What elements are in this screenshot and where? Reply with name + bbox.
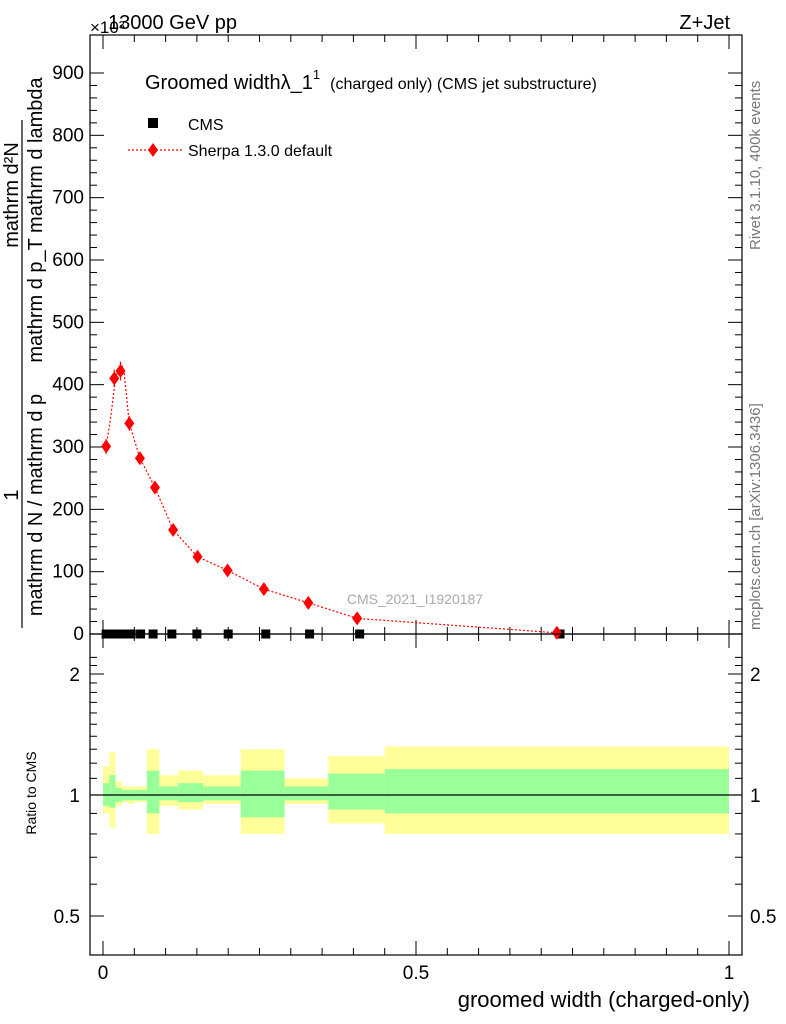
main-y-tick-label: 800 <box>52 125 84 146</box>
ratio-inner-band <box>240 770 285 818</box>
side-text-rivet: Rivet 3.1.10, 400k events <box>747 81 764 250</box>
sherpa-data-point <box>258 582 269 597</box>
x-tick-label: 0.5 <box>403 963 429 984</box>
ratio-inner-band <box>146 770 160 814</box>
x-axis-label: groomed width (charged-only) <box>458 987 750 1012</box>
ratio-y-tick-label: 0.5 <box>54 907 80 928</box>
ratio-axis-ticks: 0.5 0.5 1 1 2 2 0 0.5 1 <box>54 634 776 984</box>
sherpa-data-point <box>352 611 363 626</box>
legend-label-cms: CMS <box>188 117 224 134</box>
ratio-inner-band <box>384 769 729 814</box>
sherpa-data-point <box>168 522 179 537</box>
x-tick-label: 0 <box>98 963 109 984</box>
plot-title-symbol: λ_1 <box>281 72 313 94</box>
main-series <box>101 361 565 640</box>
ratio-inner-band <box>159 786 179 801</box>
main-y-tick-label: 900 <box>52 63 84 84</box>
ratio-y-tick-label: 2 <box>69 665 80 686</box>
main-y-tick-label: 0 <box>73 624 84 645</box>
sherpa-data-point <box>134 451 145 466</box>
y-label-numerator: mathrm d²N <box>1 142 23 248</box>
ratio-inner-band <box>284 786 329 801</box>
main-y-tick-label: 400 <box>52 375 84 396</box>
plot-title: Groomed widthλ_11 (charged only) (CMS jet… <box>145 67 597 94</box>
plot-title-note: (charged only) (CMS jet substructure) <box>330 76 597 93</box>
legend-marker-sherpa <box>148 143 158 157</box>
sherpa-data-point <box>115 363 126 378</box>
main-y-tick-label: 500 <box>52 312 84 333</box>
sherpa-data-point <box>222 563 233 578</box>
y-label-one: 1 <box>1 489 23 500</box>
header-right: Z+Jet <box>679 12 730 34</box>
sherpa-data-point <box>303 595 314 610</box>
legend: CMS Sherpa 1.3.0 default <box>128 117 333 160</box>
ratio-y-tick-label-right: 2 <box>750 665 761 686</box>
y-label-denominator-top: mathrm d N / mathrm d p <box>25 394 47 616</box>
plot-title-superscript: 1 <box>313 67 320 82</box>
main-axis-ticks: 0 100 200 300 400 500 600 700 800 900 <box>52 35 742 645</box>
ratio-y-label: Ratio to CMS <box>23 751 39 834</box>
main-y-tick-label: 100 <box>52 562 84 583</box>
legend-label-sherpa: Sherpa 1.3.0 default <box>188 143 333 160</box>
ratio-y-tick-label-right: 0.5 <box>750 907 776 928</box>
main-y-tick-label: 600 <box>52 250 84 271</box>
ratio-panel: 0.5 0.5 1 1 2 2 0 0.5 1 Ratio to CMS groomed wid… <box>23 633 776 1012</box>
sherpa-data-point <box>124 416 135 431</box>
sherpa-data-point <box>551 625 562 640</box>
ratio-inner-band <box>203 786 241 801</box>
sherpa-data-point <box>109 371 120 386</box>
ratio-inner-band <box>109 775 116 808</box>
ratio-y-tick-label-right: 1 <box>750 786 761 807</box>
sherpa-data-point <box>101 439 112 454</box>
main-y-tick-label: 300 <box>52 437 84 458</box>
ratio-bands <box>103 746 729 834</box>
x-tick-label: 1 <box>724 963 735 984</box>
sherpa-data-point <box>149 480 160 495</box>
ratio-inner-band <box>178 783 204 803</box>
sherpa-data-point <box>192 549 203 564</box>
watermark: CMS_2021_I1920187 <box>347 591 483 607</box>
header-left: 13000 GeV pp <box>108 12 237 34</box>
y-multiplier: ×10³ <box>90 18 125 37</box>
main-y-tick-label: 700 <box>52 188 84 209</box>
sherpa-line <box>105 361 557 634</box>
legend-marker-cms <box>148 118 158 128</box>
main-y-tick-label: 200 <box>52 499 84 520</box>
ratio-y-tick-label: 1 <box>69 786 80 807</box>
main-panel: 0 100 200 300 400 500 600 700 800 900 Groomed wid… <box>52 34 743 645</box>
ratio-inner-band <box>328 773 385 810</box>
plot-title-text: Groomed width <box>145 72 281 94</box>
side-text-mcplots: mcplots.cern.ch [arXiv:1306.3436] <box>747 403 764 630</box>
main-y-label: 1 mathrm d N / mathrm d p mathrm d²N mat… <box>1 76 47 628</box>
y-label-denominator: mathrm d p_T mathrm d lambda <box>25 76 47 362</box>
